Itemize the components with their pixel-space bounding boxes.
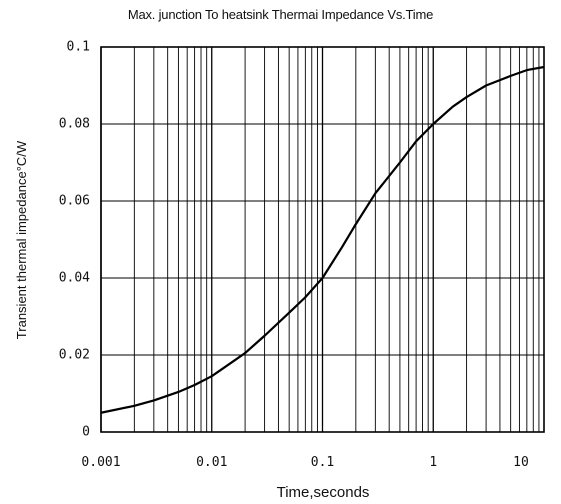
series-group — [100, 65, 545, 414]
chart-title: Max. junction To heatsink Thermai Impeda… — [127, 7, 434, 22]
y-tick-label: 0.02 — [58, 347, 90, 363]
plot-frame — [100, 46, 545, 433]
x-tick-label: 0.001 — [81, 455, 121, 470]
grid — [100, 46, 544, 433]
x-tick-label: 0.01 — [196, 455, 228, 470]
y-tick-label: 0.08 — [58, 116, 90, 132]
x-tick-label: 1 — [429, 455, 438, 470]
x-tick-label: 10 — [513, 455, 529, 470]
y-axis-label: Transient thermal impedance°C/W — [14, 140, 29, 340]
x-tick-label: 0.1 — [310, 455, 335, 470]
y-tick-label: 0.1 — [66, 39, 90, 55]
y-tick-label: 0 — [82, 424, 90, 440]
y-tick-label: 0.06 — [58, 193, 90, 209]
x-axis-label: Time,seconds — [276, 484, 370, 501]
series-line-0 — [100, 65, 545, 414]
y-tick-label: 0.04 — [58, 270, 90, 286]
